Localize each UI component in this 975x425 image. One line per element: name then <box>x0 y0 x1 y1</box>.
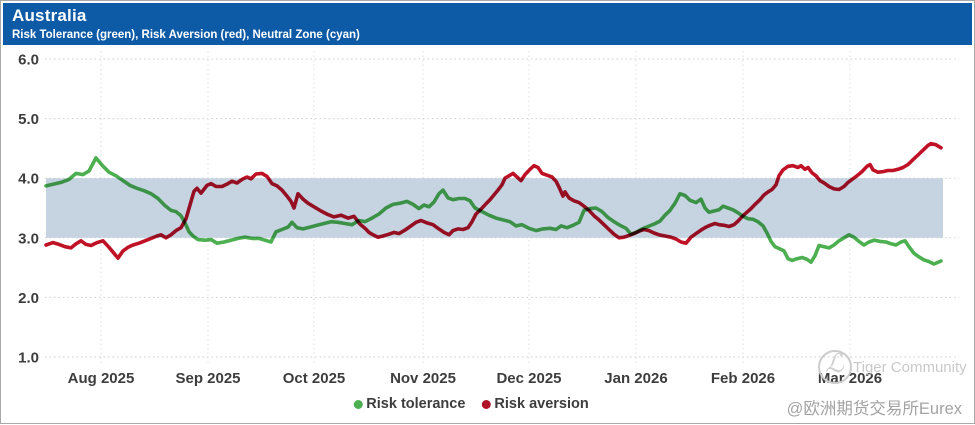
x-tick-label: Sep 2025 <box>175 370 240 387</box>
risk-aversion-dot-icon <box>481 399 491 409</box>
y-tick-label: 2.0 <box>18 290 39 307</box>
y-tick-label: 4.0 <box>18 171 39 188</box>
risk-aversion-line <box>44 141 943 260</box>
chart-header: Australia Risk Tolerance (green), Risk A… <box>3 3 972 45</box>
x-tick-label: Aug 2025 <box>68 370 135 387</box>
risk-tolerance-dot-icon <box>353 399 363 409</box>
x-tick-label: Feb 2026 <box>711 370 775 387</box>
legend-item-risk-aversion[interactable]: Risk aversion <box>481 396 589 412</box>
x-tick-label: Dec 2025 <box>496 370 561 387</box>
x-tick-label: Jan 2026 <box>604 370 667 387</box>
x-tick-label: Nov 2025 <box>390 370 456 387</box>
y-tick-label: 3.0 <box>18 230 39 247</box>
legend-label: Risk tolerance <box>366 396 466 412</box>
risk-tolerance-line <box>44 156 943 266</box>
legend-label: Risk aversion <box>494 396 589 412</box>
x-tick-label: Mar 2026 <box>818 370 882 387</box>
chart-subtitle: Risk Tolerance (green), Risk Aversion (r… <box>12 29 360 41</box>
legend-item-risk-tolerance[interactable]: Risk tolerance <box>353 396 465 412</box>
page-title: Australia <box>12 6 87 25</box>
y-tick-label: 6.0 <box>18 52 39 69</box>
y-tick-label: 1.0 <box>18 350 39 367</box>
chart-legend: Risk tolerance Risk aversion <box>353 396 589 412</box>
y-tick-label: 5.0 <box>18 111 39 128</box>
x-tick-label: Oct 2025 <box>283 370 346 387</box>
